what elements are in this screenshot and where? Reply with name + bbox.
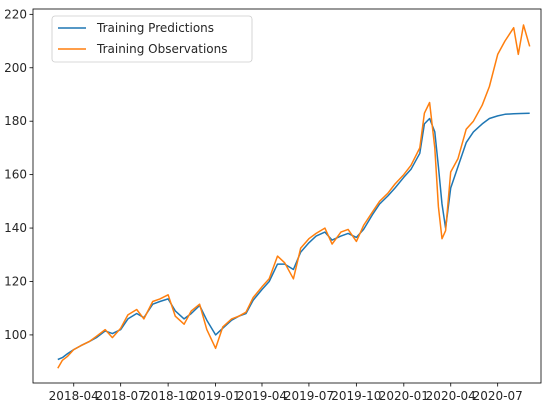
x-tick-label: 2018-10 — [143, 389, 193, 403]
x-tick-label: 2020-04 — [426, 389, 476, 403]
y-tick-label: 200 — [4, 61, 27, 75]
y-tick-label: 160 — [4, 168, 27, 182]
y-tick-label: 140 — [4, 221, 27, 235]
y-tick-label: 120 — [4, 274, 27, 288]
x-tick-label: 2019-10 — [331, 389, 381, 403]
x-tick-label: 2019-04 — [237, 389, 287, 403]
y-axis: 100 120 140 160 180 200 220 — [4, 7, 33, 342]
legend-label: Training Observations — [96, 42, 228, 56]
y-tick-label: 220 — [4, 7, 27, 21]
x-tick-label: 2020-01 — [379, 389, 429, 403]
x-tick-label: 2020-07 — [473, 389, 523, 403]
series-line-1 — [57, 24, 531, 369]
series-layer — [57, 24, 531, 369]
legend: Training Predictions Training Observation… — [51, 15, 253, 63]
y-tick-label: 180 — [4, 114, 27, 128]
x-tick-label: 2018-04 — [49, 389, 99, 403]
x-tick-label: 2018-07 — [96, 389, 146, 403]
x-tick-label: 2019-01 — [191, 389, 241, 403]
legend-box — [51, 15, 253, 63]
plot-area-frame — [32, 8, 542, 384]
x-axis: 2018-042018-072018-102019-012019-042019-… — [49, 383, 523, 403]
series-line-0 — [57, 112, 530, 361]
x-tick-label: 2019-07 — [284, 389, 334, 403]
y-tick-label: 100 — [4, 328, 27, 342]
legend-label: Training Predictions — [96, 21, 214, 35]
